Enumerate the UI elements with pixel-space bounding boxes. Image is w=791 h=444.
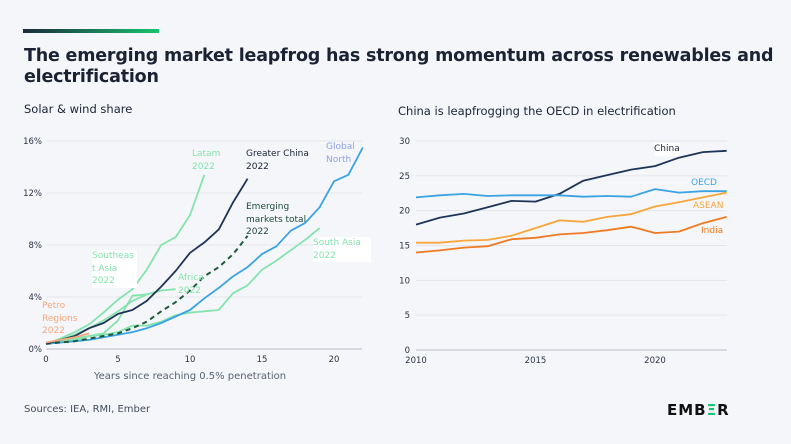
x-tick-label: 2020 <box>644 356 666 366</box>
series-line-oecd <box>415 188 727 199</box>
y-tick-label: 15 <box>399 242 410 252</box>
right-chart-grid: 0 5 10 15 20 25 30 2010 2015 2020 <box>399 137 727 366</box>
y-tick-label: 20 <box>399 207 410 217</box>
x-tick-label: 5 <box>115 355 120 365</box>
label-emerging-markets: Emerging markets total 2022 <box>246 202 307 237</box>
label-asean: ASEAN <box>693 201 724 211</box>
sources-note: Sources: IEA, RMI, Ember <box>24 404 151 415</box>
ember-logo: EMBΞR <box>667 401 730 419</box>
label-south-asia: South Asia 2022 <box>313 237 371 262</box>
y-tick-label: 30 <box>399 137 410 147</box>
y-tick-label: 4% <box>29 293 43 303</box>
y-tick-label: 0 <box>405 346 410 356</box>
label-india: India <box>701 226 724 236</box>
label-china: China <box>654 143 680 156</box>
y-tick-label: 0% <box>29 345 43 355</box>
label-greater-china: Greater China 2022 <box>246 149 309 172</box>
series-line-asean <box>416 191 727 244</box>
left-chart-grid: 0% 4% 8% 12% 16% 0 5 10 15 20 <box>23 137 362 365</box>
left-chart-title: Solar & wind share <box>24 102 133 116</box>
y-tick-label: 12% <box>23 189 42 199</box>
x-tick-label: 2015 <box>525 356 547 366</box>
x-tick-label: 2010 <box>405 356 427 366</box>
series-line-greater-china-2022 <box>45 178 249 345</box>
label-southeast-asia: Southeas t Asia 2022 <box>92 250 137 288</box>
y-tick-label: 10 <box>399 276 410 286</box>
label-latam: Latam 2022 <box>192 149 221 172</box>
page-title: The emerging market leapfrog has strong … <box>24 46 774 87</box>
series-line-latam-2022 <box>45 174 206 345</box>
left-chart-series <box>45 147 364 345</box>
label-petro-regions: Petro Regions 2022 <box>42 301 78 336</box>
label-oecd: OECD <box>691 178 717 188</box>
series-line-emerging-markets-total-2022 <box>45 235 249 345</box>
label-global-north: Global North <box>326 142 355 165</box>
label-africa: Africa 2022 <box>178 273 204 296</box>
series-line-india <box>415 216 727 254</box>
accent-bar <box>23 29 159 33</box>
y-tick-label: 25 <box>399 172 410 182</box>
x-tick-label: 15 <box>257 355 268 365</box>
x-tick-label: 0 <box>43 355 48 365</box>
series-line-global-north <box>45 147 364 345</box>
x-tick-label: 10 <box>185 355 196 365</box>
series-line-petro-regions-2022 <box>45 332 90 344</box>
y-tick-label: 8% <box>29 241 43 251</box>
x-tick-label: 20 <box>329 355 340 365</box>
right-chart-series <box>415 149 727 254</box>
y-tick-label: 5 <box>405 311 410 321</box>
left-x-axis-label: Years since reaching 0.5% penetration <box>93 371 286 382</box>
y-tick-label: 16% <box>23 137 42 147</box>
right-chart-title: China is leapfrogging the OECD in electr… <box>398 104 676 118</box>
series-line-china <box>415 149 727 226</box>
